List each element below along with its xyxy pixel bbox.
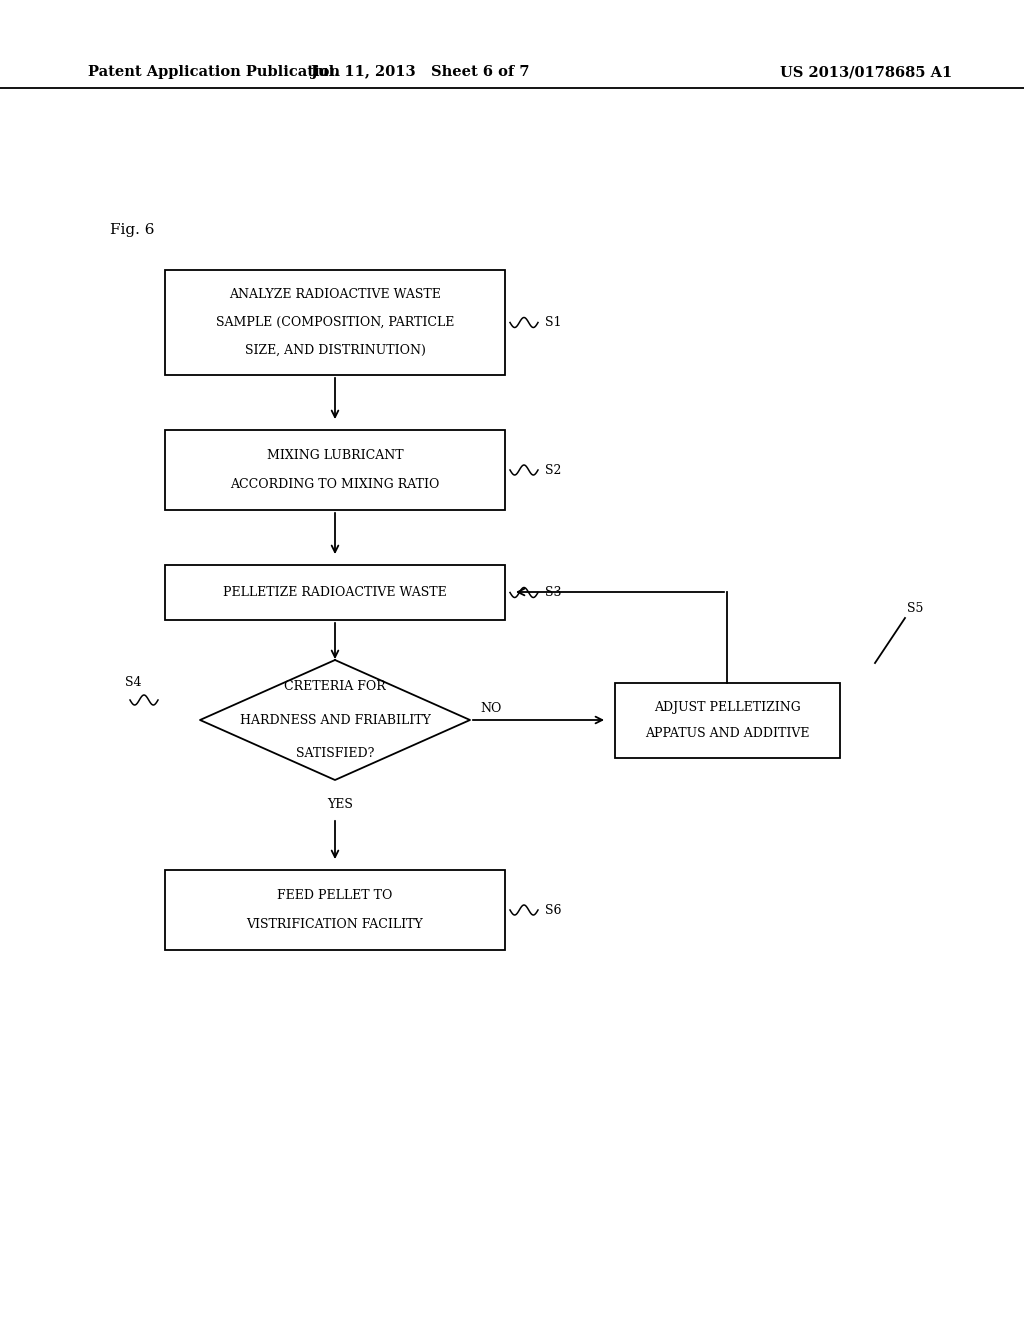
Text: ACCORDING TO MIXING RATIO: ACCORDING TO MIXING RATIO — [230, 478, 439, 491]
Text: SATISFIED?: SATISFIED? — [296, 747, 374, 760]
Text: CRETERIA FOR: CRETERIA FOR — [284, 680, 386, 693]
Text: NO: NO — [480, 701, 502, 714]
Text: VISTRIFICATION FACILITY: VISTRIFICATION FACILITY — [247, 917, 423, 931]
Text: S4: S4 — [125, 676, 141, 689]
Text: Fig. 6: Fig. 6 — [110, 223, 155, 238]
Bar — [165, 430, 505, 510]
Text: YES: YES — [327, 799, 353, 810]
Text: MIXING LUBRICANT: MIXING LUBRICANT — [266, 449, 403, 462]
Bar — [165, 870, 505, 950]
Text: SAMPLE (COMPOSITION, PARTICLE: SAMPLE (COMPOSITION, PARTICLE — [216, 315, 455, 329]
Text: US 2013/0178685 A1: US 2013/0178685 A1 — [780, 65, 952, 79]
Text: S1: S1 — [545, 315, 561, 329]
Text: Jul. 11, 2013   Sheet 6 of 7: Jul. 11, 2013 Sheet 6 of 7 — [310, 65, 529, 79]
Text: S3: S3 — [545, 586, 561, 599]
Text: S2: S2 — [545, 463, 561, 477]
Text: APPATUS AND ADDITIVE: APPATUS AND ADDITIVE — [645, 727, 810, 741]
Text: SIZE, AND DISTRINUTION): SIZE, AND DISTRINUTION) — [245, 343, 425, 356]
Text: S5: S5 — [907, 602, 924, 615]
Bar — [165, 565, 505, 620]
Text: S6: S6 — [545, 903, 561, 916]
Text: Patent Application Publication: Patent Application Publication — [88, 65, 340, 79]
Bar — [615, 682, 840, 758]
Bar — [165, 271, 505, 375]
Text: ADJUST PELLETIZING: ADJUST PELLETIZING — [654, 701, 801, 714]
Text: HARDNESS AND FRIABILITY: HARDNESS AND FRIABILITY — [240, 714, 430, 726]
Text: PELLETIZE RADIOACTIVE WASTE: PELLETIZE RADIOACTIVE WASTE — [223, 586, 446, 599]
Text: ANALYZE RADIOACTIVE WASTE: ANALYZE RADIOACTIVE WASTE — [229, 288, 441, 301]
Text: FEED PELLET TO: FEED PELLET TO — [278, 890, 392, 902]
